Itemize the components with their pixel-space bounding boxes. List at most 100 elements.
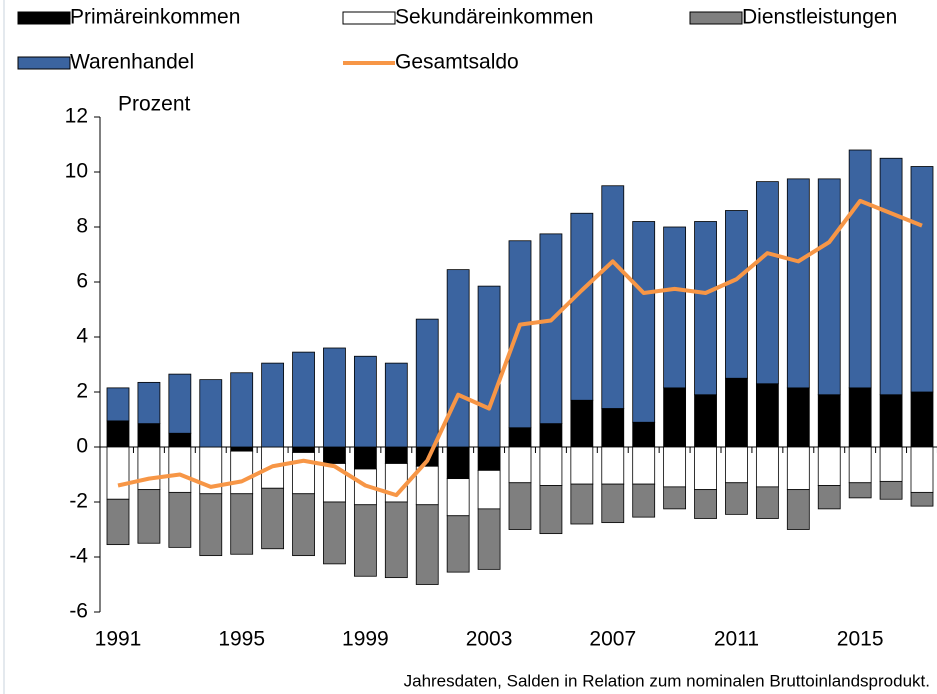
bar-segment: [415, 318, 439, 448]
bar-segment: [601, 483, 625, 524]
x-tick-label: 2011: [714, 628, 759, 651]
bar-segment: [786, 489, 810, 530]
bar-segment: [817, 485, 841, 510]
bar-segment: [601, 185, 625, 409]
y-tick-label: 4: [76, 325, 88, 348]
bar-segment: [539, 485, 563, 535]
bar-segment: [106, 420, 130, 448]
bar-segment: [879, 480, 903, 500]
bar-segment: [786, 387, 810, 448]
bar-segment: [292, 446, 315, 453]
bar-segment: [570, 212, 594, 401]
bar-segment: [446, 269, 470, 448]
bar-segment: [601, 446, 625, 485]
bar-segment: [848, 482, 872, 499]
bar-segment: [292, 452, 315, 495]
bar-segment: [632, 483, 656, 518]
bar-segment: [137, 489, 161, 544]
bar-segment: [910, 166, 934, 393]
bar-segment: [106, 498, 130, 546]
bar-segment: [910, 446, 934, 493]
x-tick-label: 2015: [837, 628, 884, 651]
bar-segment: [199, 379, 223, 448]
legend-label: Dienstleistungen: [742, 6, 897, 29]
bar-segment: [601, 408, 625, 448]
bar-segment: [539, 233, 563, 425]
bar-segment: [230, 446, 254, 452]
bar-segment: [508, 482, 532, 530]
bar-segment: [292, 351, 315, 448]
y-tick-label: 10: [65, 160, 88, 183]
bar-segment: [106, 387, 130, 422]
y-axis-label: Prozent: [118, 93, 191, 116]
bar-segment: [539, 423, 563, 448]
legend-swatch: [342, 11, 396, 25]
bar-segment: [725, 446, 748, 484]
footnote: Jahresdaten, Salden in Relation zum nomi…: [404, 671, 930, 690]
bar-segment: [353, 504, 377, 577]
bar-segment: [477, 285, 501, 448]
bar-segment: [446, 478, 470, 517]
bar-segment: [137, 423, 161, 448]
bar-segment: [230, 450, 254, 495]
bar-segment: [663, 387, 687, 448]
bar-segment: [755, 446, 779, 488]
bar-segment: [570, 446, 594, 485]
x-tick-label: 2003: [466, 628, 513, 651]
bar-segment: [477, 508, 501, 570]
bar-segment: [848, 387, 872, 448]
bar-segment: [106, 446, 130, 500]
bar-segment: [910, 491, 934, 507]
bar-segment: [725, 210, 748, 379]
y-tick-label: 2: [76, 380, 88, 403]
bar-segment: [168, 373, 192, 434]
x-tick-label: 1995: [218, 628, 265, 651]
bar-segment: [446, 515, 470, 573]
bar-segment: [168, 491, 192, 548]
y-tick-label: 8: [76, 215, 88, 238]
bar-segment: [230, 493, 254, 555]
bar-segment: [384, 362, 408, 448]
y-tick-label: -6: [69, 600, 88, 623]
bar-segment: [694, 394, 717, 448]
bar-segment: [879, 157, 903, 396]
bar-segment: [323, 347, 346, 448]
bar-segment: [137, 381, 161, 425]
x-tick-label: 1999: [342, 628, 389, 651]
y-tick-label: 12: [65, 105, 88, 128]
bar-segment: [508, 427, 532, 448]
bar-segment: [817, 394, 841, 448]
bar-segment: [384, 446, 408, 464]
legend-swatch: [17, 11, 71, 25]
y-tick-label: 6: [76, 270, 88, 293]
bar-segment: [477, 446, 501, 471]
bar-segment: [508, 446, 532, 484]
bar-segment: [632, 446, 656, 485]
bar-segment: [879, 446, 903, 482]
x-tick-label: 1991: [95, 628, 142, 651]
bar-segment: [446, 446, 470, 480]
bar-segment: [694, 221, 717, 396]
bar-segment: [725, 377, 748, 448]
bar-segment: [786, 446, 810, 491]
bar-segment: [663, 226, 687, 389]
bar-segment: [632, 421, 656, 448]
bar-segment: [570, 399, 594, 448]
bar-segment: [477, 469, 501, 510]
bar-segment: [168, 446, 192, 493]
bar-segment: [848, 149, 872, 389]
bar-segment: [508, 240, 532, 429]
legend-swatch: [17, 56, 71, 70]
bar-segment: [817, 446, 841, 486]
bar-segment: [261, 362, 285, 448]
bar-segment: [848, 446, 872, 484]
legend-label: Sekundäreinkommen: [395, 6, 593, 29]
bar-segment: [292, 493, 315, 557]
legend-label: Warenhandel: [70, 51, 194, 74]
bar-segment: [910, 391, 934, 448]
bar-segment: [725, 482, 748, 515]
y-tick-label: -2: [69, 490, 88, 513]
bar-segment: [137, 446, 161, 491]
bar-segment: [879, 394, 903, 448]
